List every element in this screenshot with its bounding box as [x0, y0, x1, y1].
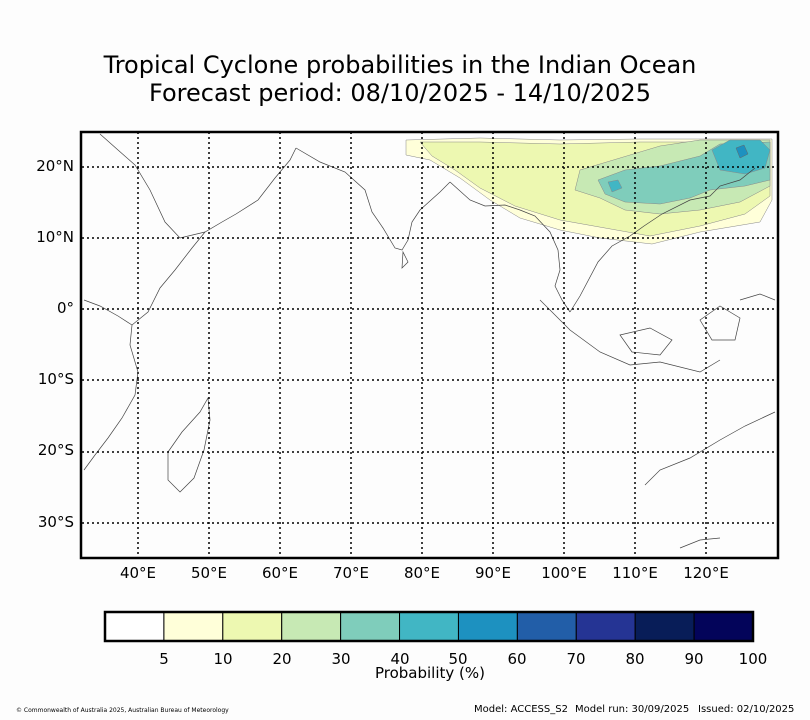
- colorbar-tick-100: 100: [733, 650, 773, 668]
- lon-label-50e: 50°E: [179, 564, 239, 582]
- lon-label-110e: 110°E: [605, 564, 665, 582]
- issued-date: Issued: 02/10/2025: [698, 704, 794, 715]
- colorbar-tick-10: 10: [203, 650, 243, 668]
- colorbar-tick-20: 20: [262, 650, 302, 668]
- colorbar-title: Probability (%): [330, 664, 530, 682]
- lat-label-20n: 20°N: [4, 157, 74, 175]
- lon-label-70e: 70°E: [321, 564, 381, 582]
- model-run-date: Model run: 30/09/2025: [575, 704, 689, 715]
- colorbar-tick-90: 90: [674, 650, 714, 668]
- lon-label-90e: 90°E: [463, 564, 523, 582]
- probability-shading: [406, 138, 772, 244]
- colorbar-tick-5: 5: [144, 650, 184, 668]
- lon-label-100e: 100°E: [534, 564, 594, 582]
- lat-label-equator: 0°: [4, 299, 74, 317]
- copyright-text: © Commonwealth of Australia 2025, Austra…: [16, 707, 229, 714]
- lon-label-60e: 60°E: [250, 564, 310, 582]
- colorbar-tick-70: 70: [556, 650, 596, 668]
- colorbar-tick-80: 80: [615, 650, 655, 668]
- lon-label-120e: 120°E: [676, 564, 736, 582]
- probability-map: [0, 0, 810, 720]
- model-name: Model: ACCESS_S2: [474, 704, 568, 715]
- lon-label-80e: 80°E: [392, 564, 452, 582]
- lat-label-10s: 10°S: [4, 370, 74, 388]
- lat-label-30s: 30°S: [4, 513, 74, 531]
- lon-label-40e: 40°E: [108, 564, 168, 582]
- lat-label-20s: 20°S: [4, 441, 74, 459]
- lat-label-10n: 10°N: [4, 228, 74, 246]
